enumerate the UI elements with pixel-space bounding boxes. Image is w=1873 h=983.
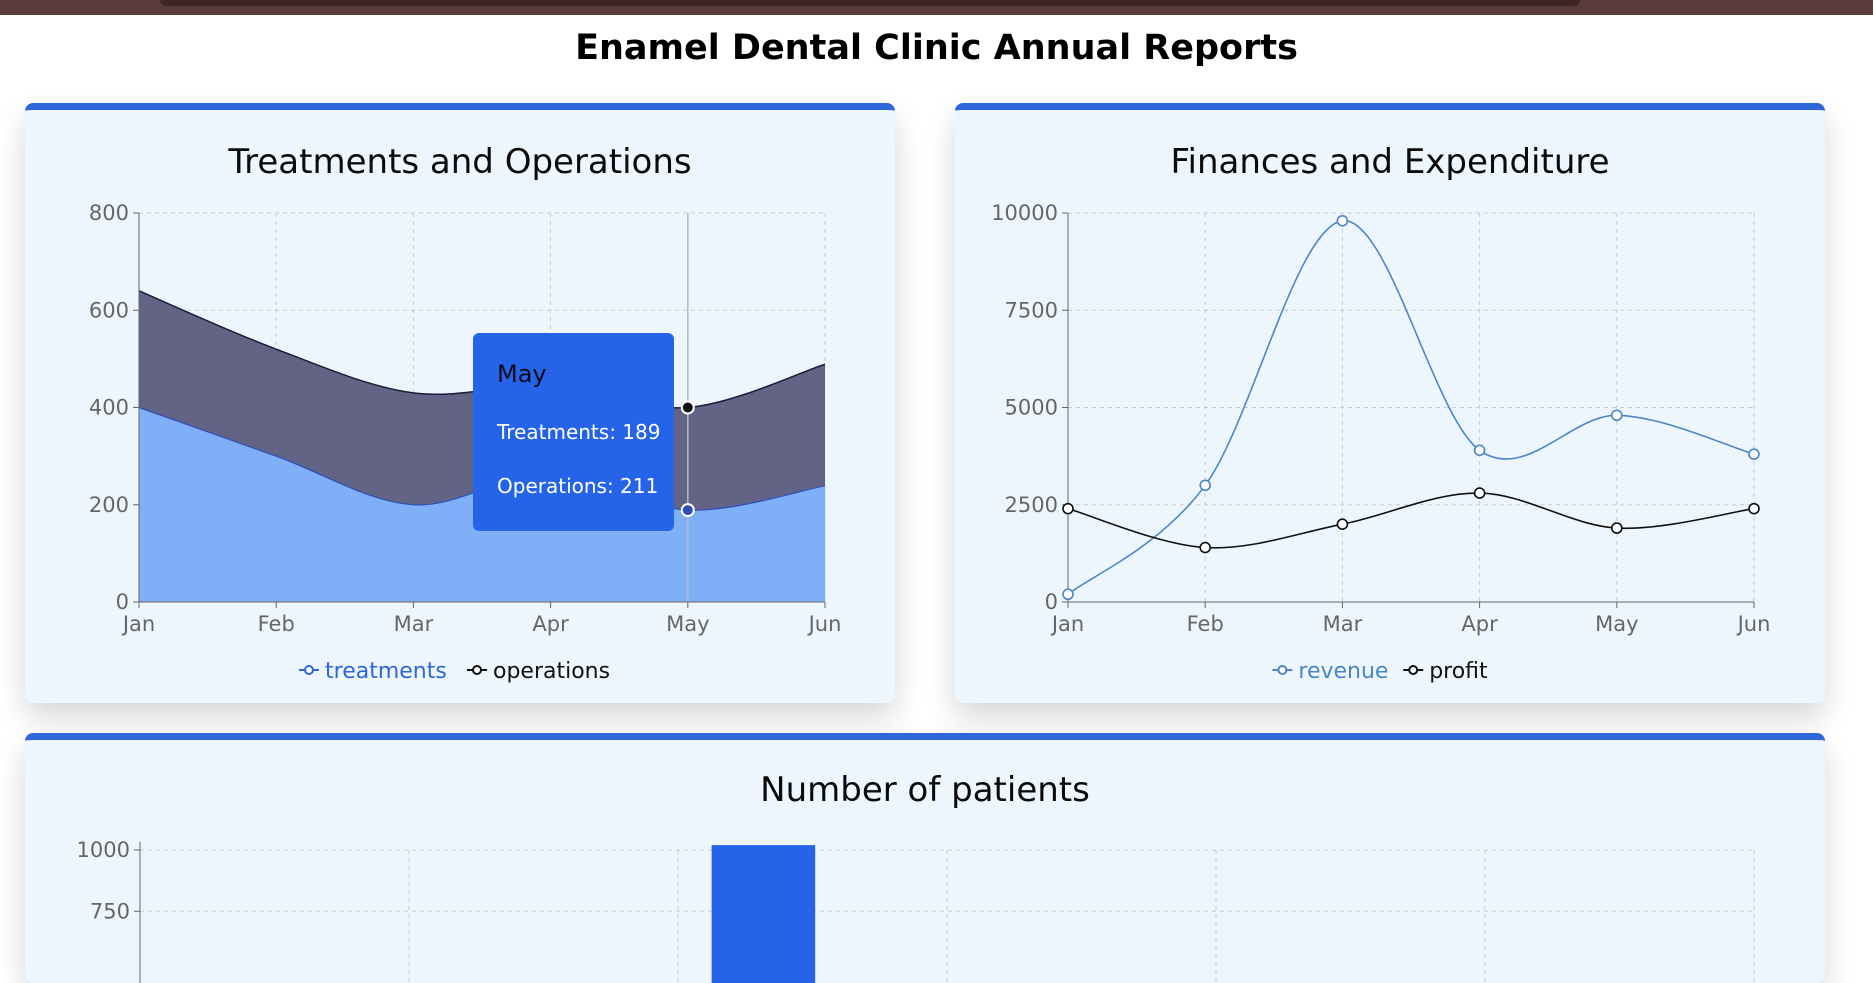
treatments-x-tick-label: Jan [121,612,155,636]
treatments-y-tick-label: 0 [116,590,129,614]
treatments-legend-item-operations[interactable]: operations [467,659,610,684]
revenue-point[interactable] [1336,214,1349,227]
chart-tooltip: May Treatments: 189 Operations: 211 [473,333,674,531]
tooltip-box [473,333,674,531]
finances-grid [1068,212,1755,602]
treatments-legend-item-treatments[interactable]: treatments [299,659,447,684]
tooltip-row: Treatments: 189 [496,420,660,444]
tooltip-row: Operations: 211 [497,474,658,498]
operations-active-dot [680,400,695,415]
patients-card-title: Number of patients [760,770,1090,810]
patients-bar[interactable] [711,845,816,983]
patients-y-tick-label: 1000 [77,838,130,862]
legend-swatch-dot [1408,665,1419,675]
profit-point[interactable] [1473,487,1486,499]
treatments-x-tick-label: May [666,612,709,636]
legend-swatch-dot [472,665,482,675]
finances-card-title: Finances and Expenditure [1170,142,1610,182]
tooltip-title: May [497,360,547,388]
profit-point[interactable] [1748,502,1760,515]
revenue-point[interactable] [1610,409,1623,422]
treatments-active-dot [680,503,695,518]
revenue-point[interactable] [1199,479,1211,492]
finances-y-tick-label: 0 [1045,590,1058,614]
legend-swatch-dot [1277,665,1288,675]
revenue-point[interactable] [1748,448,1760,460]
finances-x-tick-label: Jun [1736,612,1771,636]
legend-label: revenue [1298,659,1388,684]
finances-card: Finances and Expenditure 0 2500 5000 7500 10… [955,103,1825,703]
profit-line [1067,492,1755,549]
finances-y-tick-label: 2500 [1005,493,1058,517]
treatments-card: Treatments and Operations 0 200 400 600 800 J… [25,103,895,703]
legend-label: profit [1429,659,1488,684]
treatments-x-tick-label: Jun [807,612,842,636]
finances-x-tick-label: Jan [1050,612,1084,636]
browser-top-bar-inner [160,0,1580,6]
treatments-y-tick-label: 400 [89,396,129,420]
finances-legend-item-profit[interactable]: profit [1403,659,1488,684]
legend-swatch-dot [304,665,314,675]
finances-y-tick-label: 7500 [1005,298,1058,322]
finances-legend-item-revenue[interactable]: revenue [1272,659,1388,684]
treatments-x-tick-label: Mar [394,612,434,636]
profit-point[interactable] [1062,502,1074,515]
finances-y-tick-label: 5000 [1005,396,1058,420]
patients-chart: 750 1000 [77,838,1755,983]
treatments-card-title: Treatments and Operations [228,142,692,182]
profit-point[interactable] [1610,522,1623,534]
treatments-y-tick-label: 800 [89,201,129,225]
treatments-x-tick-label: Feb [258,612,295,636]
treatments-y-tick-label: 600 [89,298,129,322]
finances-x-tick-label: Apr [1461,612,1498,636]
profit-point[interactable] [1336,518,1349,531]
finances-x-tick-label: May [1595,612,1638,636]
treatments-y-tick-label: 200 [89,493,129,517]
treatments-chart: 0 200 400 600 800 Jan Feb Mar Apr May Jun May Treatm… [89,201,842,684]
patients-y-tick-label: 750 [90,899,130,923]
legend-label: operations [493,659,610,684]
revenue-point[interactable] [1062,588,1074,601]
revenue-point[interactable] [1473,444,1486,457]
finances-x-tick-label: Feb [1187,612,1224,636]
finances-chart: 0 2500 5000 7500 10000 Jan Feb Mar Apr May Jun reve… [991,201,1771,684]
finances-x-tick-label: Mar [1323,612,1363,636]
browser-top-bar [0,0,1873,15]
treatments-x-tick-label: Apr [532,612,569,636]
legend-label: treatments [325,659,447,684]
patients-card: Number of patients 750 1000 [25,733,1825,983]
finances-y-tick-label: 10000 [991,201,1058,225]
profit-point[interactable] [1199,541,1211,554]
page-title: Enamel Dental Clinic Annual Reports [575,28,1298,68]
revenue-line [1067,219,1755,595]
